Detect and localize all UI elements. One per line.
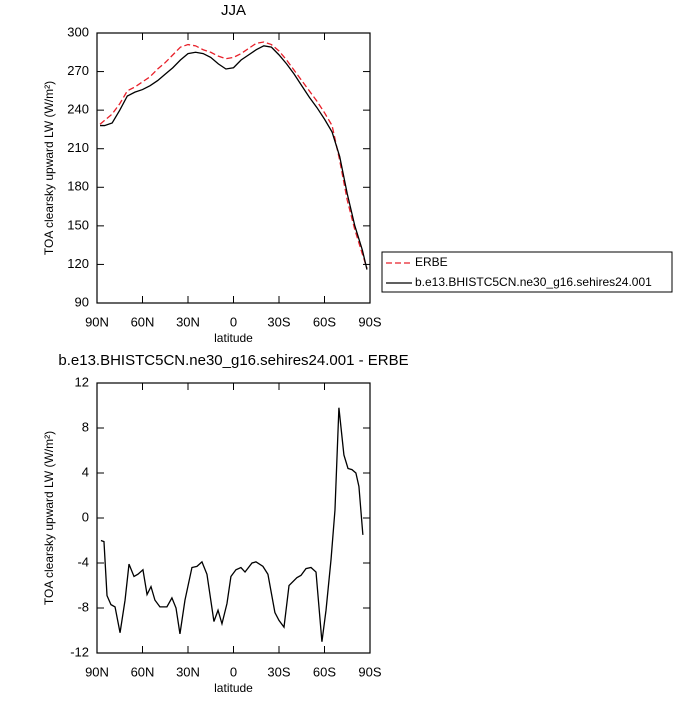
x-tick-label: 90N — [85, 664, 109, 679]
x-tick-label: 60S — [313, 314, 336, 329]
legend-label: b.e13.BHISTC5CN.ne30_g16.sehires24.001 — [415, 275, 652, 289]
x-tick-label: 60N — [131, 664, 155, 679]
y-tick-label: 90 — [75, 294, 89, 309]
legend-label: ERBE — [415, 255, 448, 269]
data-line — [99, 41, 368, 269]
y-tick-label: 150 — [67, 217, 89, 232]
y-tick-label: 210 — [67, 140, 89, 155]
y-tick-label: 180 — [67, 179, 89, 194]
y-axis-label: TOA clearsky upward LW (W/m²) — [42, 431, 56, 605]
x-tick-label: 0 — [230, 664, 237, 679]
y-tick-label: 0 — [82, 509, 89, 524]
x-tick-label: 90S — [358, 664, 381, 679]
plot-frame — [96, 32, 371, 304]
x-tick-label: 0 — [230, 314, 237, 329]
y-tick-label: 300 — [67, 24, 89, 39]
y-tick-label: -12 — [70, 644, 89, 659]
y-tick-label: 270 — [67, 63, 89, 78]
data-line — [100, 45, 368, 270]
y-tick-label: 120 — [67, 256, 89, 271]
chart-title: b.e13.BHISTC5CN.ne30_g16.sehires24.001 -… — [58, 352, 408, 369]
x-tick-label: 60S — [313, 664, 336, 679]
x-tick-label: 90S — [358, 314, 381, 329]
y-tick-label: 240 — [67, 102, 89, 117]
x-tick-label: 60N — [131, 314, 155, 329]
x-tick-label: 30N — [176, 314, 200, 329]
plot-frame — [96, 382, 371, 654]
y-tick-label: 8 — [82, 419, 89, 434]
x-tick-label: 30S — [267, 314, 290, 329]
x-axis-label: latitude — [214, 681, 253, 695]
data-line — [100, 407, 364, 642]
x-tick-label: 30N — [176, 664, 200, 679]
legend-box — [381, 251, 673, 293]
y-tick-label: -4 — [77, 554, 89, 569]
chart-title: JJA — [221, 2, 246, 19]
x-axis-label: latitude — [214, 331, 253, 345]
y-tick-label: 12 — [75, 374, 89, 389]
y-tick-label: 4 — [82, 464, 89, 479]
x-tick-label: 30S — [267, 664, 290, 679]
x-tick-label: 90N — [85, 314, 109, 329]
y-axis-label: TOA clearsky upward LW (W/m²) — [42, 81, 56, 255]
y-tick-label: -8 — [77, 599, 89, 614]
